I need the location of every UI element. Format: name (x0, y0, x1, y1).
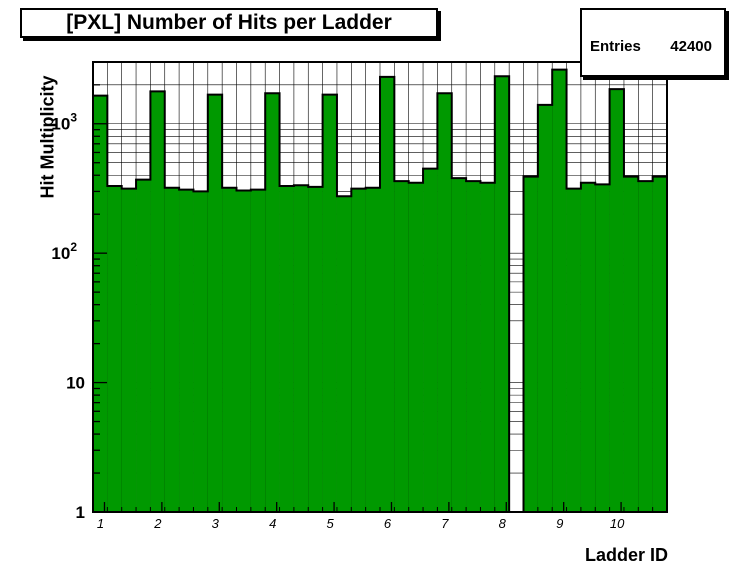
histogram-bar (193, 191, 208, 512)
x-tick-label: 5 (326, 516, 334, 531)
histogram-bar (623, 176, 639, 512)
histogram-bar (609, 89, 624, 513)
histogram-bar (322, 94, 337, 512)
histogram-bar (107, 186, 122, 512)
histogram-bar (552, 69, 567, 512)
stats-box: Entries 42400 (580, 8, 726, 77)
histogram-bar (222, 187, 237, 513)
x-tick-label: 6 (384, 516, 392, 531)
histogram-bar (466, 181, 481, 512)
x-tick-label: 4 (269, 516, 276, 531)
x-tick-label: 10 (610, 516, 625, 531)
histogram-bar (250, 189, 266, 512)
histogram-bar (265, 93, 280, 513)
y-axis-label: Hit Multiplicity (37, 75, 58, 199)
histogram-bar (179, 189, 194, 512)
histogram-bar (150, 91, 165, 513)
histogram-bar (394, 181, 409, 512)
histogram-bar (638, 181, 653, 512)
histogram-bar (580, 182, 596, 512)
y-tick-label: 1 (76, 503, 85, 522)
histogram-bar (480, 182, 495, 512)
y-tick-label: 10 (66, 374, 85, 393)
histogram-bar (236, 190, 251, 512)
histogram-bar (437, 93, 452, 513)
histogram-bar (121, 188, 137, 512)
y-tick-label: 103 (51, 111, 77, 134)
x-tick-label: 1 (97, 516, 104, 531)
x-tick-label: 8 (499, 516, 507, 531)
histogram-bar (423, 168, 438, 513)
x-tick-label: 9 (556, 516, 563, 531)
x-axis-label: Ladder ID (584, 545, 668, 565)
histogram-bar (336, 196, 352, 512)
histogram-bar (136, 179, 151, 512)
histogram-bar (207, 94, 223, 512)
histogram-bar (164, 187, 180, 513)
histogram-bar (308, 186, 323, 512)
x-tick-label: 7 (441, 516, 449, 531)
x-tick-label: 2 (153, 516, 162, 531)
histogram-bar (365, 187, 380, 513)
histogram-bar (523, 176, 538, 512)
histogram-outline (92, 68, 668, 513)
entries-value: 42400 (670, 38, 712, 55)
histogram-bar (93, 95, 108, 512)
x-tick-label: 3 (212, 516, 220, 531)
histogram-bar (293, 185, 309, 512)
chart-title-text: [PXL] Number of Hits per Ladder (66, 11, 392, 34)
entries-label: Entries (590, 38, 641, 55)
histogram-bar (652, 176, 667, 512)
histogram-bar (351, 188, 366, 512)
histogram-bar (451, 178, 467, 512)
histogram-bar (380, 76, 395, 513)
histogram-bar (566, 188, 581, 512)
histogram-bar (494, 76, 510, 513)
y-tick-label: 102 (51, 240, 77, 263)
histogram-bar (537, 104, 553, 513)
histogram-bars (92, 68, 668, 513)
histogram-bar (595, 184, 610, 512)
histogram-bar (279, 186, 294, 512)
chart-title: [PXL] Number of Hits per Ladder (20, 8, 438, 38)
histogram-bar (408, 182, 424, 512)
axis-ticks: 1 10 102 103 1 2 3 4 5 6 7 8 9 10 (51, 61, 668, 531)
